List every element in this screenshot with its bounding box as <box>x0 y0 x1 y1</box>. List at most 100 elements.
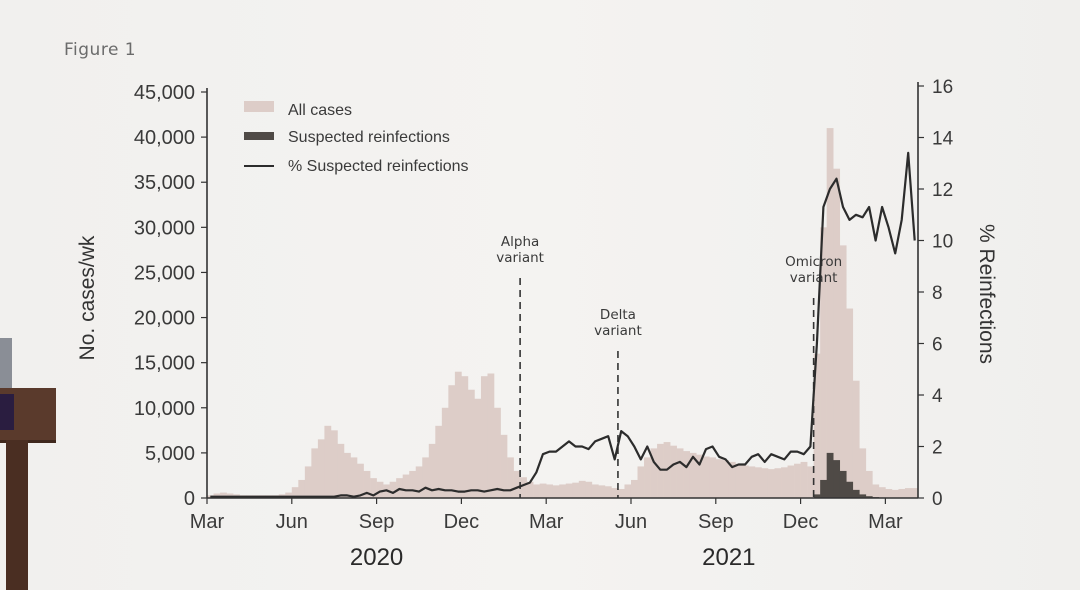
reinfection-bar <box>839 470 847 498</box>
x-tick-label: Mar <box>529 511 564 533</box>
all-cases-bar <box>754 467 762 498</box>
all-cases-bar <box>591 484 599 498</box>
all-cases-bar <box>741 465 749 498</box>
reinfection-bar <box>826 452 834 498</box>
x-tick-label: Mar <box>868 511 903 533</box>
all-cases-bar <box>839 245 847 498</box>
all-cases-bar <box>644 457 651 498</box>
all-cases-bar <box>872 484 880 498</box>
reinfection-bar <box>852 489 860 498</box>
all-cases-bar <box>650 448 658 498</box>
all-cases-bar <box>389 481 397 498</box>
y2-tick-label: 2 <box>932 438 943 459</box>
all-cases-bar <box>878 487 886 498</box>
year-label: 2020 <box>350 544 403 571</box>
all-cases-bar <box>904 488 912 498</box>
variant-label: Delta <box>600 307 636 323</box>
legend: All cases Suspected reinfections % Suspe… <box>244 101 469 175</box>
all-cases-bar <box>911 488 919 498</box>
y-tick-label: 25,000 <box>134 262 195 284</box>
axes-lines <box>206 82 919 499</box>
all-cases-bar <box>494 407 501 498</box>
all-cases-bar <box>807 466 814 498</box>
y-tick-label: 35,000 <box>134 172 195 194</box>
reinfection-bar <box>859 494 867 498</box>
all-cases-bar <box>520 477 527 498</box>
legend-swatch-reinfections <box>244 132 274 140</box>
all-cases-bar <box>898 488 906 498</box>
all-cases-bar <box>409 470 417 498</box>
all-cases-bar <box>311 448 319 498</box>
all-cases-bar <box>526 481 534 498</box>
y2-tick-label: 10 <box>932 232 953 253</box>
y2-tick-label: 0 <box>932 489 943 510</box>
all-cases-bar <box>507 457 514 498</box>
all-cases-bar <box>702 456 710 498</box>
all-cases-bar <box>820 227 827 499</box>
all-cases-bar <box>689 452 697 498</box>
y-tick-label: 15,000 <box>134 353 195 375</box>
all-cases-bar <box>794 463 801 498</box>
x-tick-label: Sep <box>698 511 734 533</box>
all-cases-bar <box>350 457 358 498</box>
all-cases-bar <box>402 474 410 498</box>
all-cases-bar <box>363 470 371 498</box>
all-cases-bar <box>480 376 488 498</box>
all-cases-bar <box>852 380 860 498</box>
x-tick-label: Jun <box>615 511 647 533</box>
all-cases-bar <box>539 483 547 498</box>
all-cases-bar <box>428 443 436 498</box>
all-cases-bar <box>630 479 638 498</box>
all-cases-bar <box>722 460 730 498</box>
all-cases-bar <box>220 492 227 498</box>
podium-post <box>6 440 28 590</box>
all-cases-bar <box>572 482 580 498</box>
reinfection-bar <box>833 460 841 498</box>
all-cases-bar <box>696 454 704 498</box>
reinfection-bar <box>865 496 873 498</box>
figure-label: Figure 1 <box>64 40 137 60</box>
all-cases-bar <box>298 479 306 498</box>
y-tick-label: 20,000 <box>134 308 195 330</box>
all-cases-bar <box>291 487 299 498</box>
x-tick-label: Dec <box>444 511 480 533</box>
all-cases-bar <box>846 308 854 498</box>
variant-label: variant <box>594 323 642 339</box>
all-cases-bar <box>657 443 664 498</box>
all-cases-bar <box>513 470 521 498</box>
all-cases-bar <box>546 484 554 498</box>
y2-tick-label: 4 <box>932 386 943 407</box>
all-cases-bar <box>376 481 384 498</box>
variant-label: Omicron <box>785 254 842 270</box>
legend-label-reinfections: Suspected reinfections <box>288 129 450 146</box>
all-cases-bar <box>865 470 873 498</box>
y-tick-label: 30,000 <box>134 217 195 239</box>
all-cases-bar <box>670 445 677 498</box>
podium-screen <box>0 394 14 430</box>
all-cases-bar <box>285 492 293 498</box>
y2-tick-label: 8 <box>932 283 943 304</box>
variant-label: variant <box>790 270 838 286</box>
all-cases-bar <box>565 483 573 498</box>
all-cases-bar <box>337 443 345 498</box>
all-cases-bar <box>709 457 717 498</box>
all-cases-bar <box>448 385 456 498</box>
all-cases-bar <box>461 376 469 498</box>
all-cases-bar <box>330 430 338 498</box>
legend-label-all-cases: All cases <box>288 102 352 119</box>
reinfection-bar <box>846 481 854 498</box>
all-cases-bar <box>500 434 508 498</box>
all-cases-bar <box>467 389 475 498</box>
all-cases-bars <box>207 128 919 499</box>
y2-tick-label: 6 <box>932 335 943 356</box>
y-tick-label: 45,000 <box>134 82 195 104</box>
all-cases-bar <box>611 488 619 498</box>
year-label: 2021 <box>702 544 755 571</box>
all-cases-bar <box>585 481 593 498</box>
y2-tick-label: 16 <box>932 77 953 98</box>
all-cases-bar <box>604 486 612 498</box>
pct-reinfection-line <box>210 151 916 498</box>
all-cases-bar <box>552 485 560 498</box>
all-cases-bar <box>748 466 756 498</box>
